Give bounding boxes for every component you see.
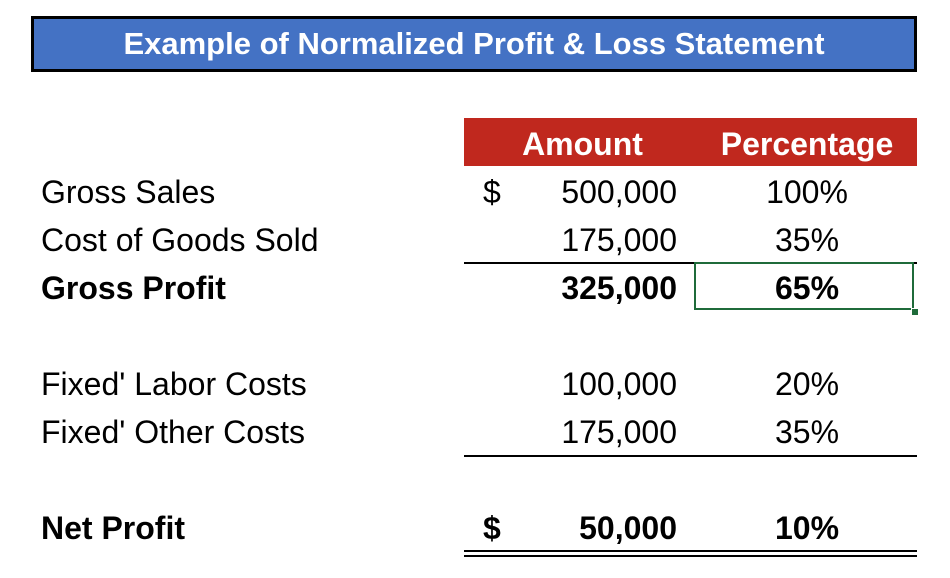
gross-profit-top-border [464, 262, 917, 264]
net-profit-percentage[interactable]: 10% [774, 510, 840, 546]
gross-profit-amount[interactable]: 325,000 [561, 270, 677, 306]
column-header-band [464, 118, 917, 166]
gross-sales-currency[interactable]: $ [483, 174, 501, 210]
gross-profit-label[interactable]: Gross Profit [41, 270, 226, 306]
gross-sales-amount[interactable]: 500,000 [561, 174, 677, 210]
percentage-column-header[interactable]: Percentage [720, 126, 894, 162]
gross-sales-percentage[interactable]: 100% [766, 174, 848, 210]
net-profit-label[interactable]: Net Profit [41, 510, 185, 546]
statement-title: Example of Normalized Profit & Loss Stat… [31, 16, 917, 72]
other-costs-amount[interactable]: 175,000 [561, 414, 677, 450]
net-profit-double-underline [464, 550, 917, 557]
cogs-percentage[interactable]: 35% [774, 222, 840, 258]
subtotal-border [464, 455, 917, 457]
fill-handle[interactable] [911, 308, 919, 316]
net-profit-amount[interactable]: 50,000 [579, 510, 677, 546]
cogs-amount[interactable]: 175,000 [561, 222, 677, 258]
labor-costs-percentage[interactable]: 20% [774, 366, 840, 402]
gross-profit-percentage[interactable]: 65% [774, 270, 840, 306]
active-cell-selection[interactable] [694, 262, 914, 310]
amount-column-header[interactable]: Amount [522, 126, 643, 162]
labor-costs-amount[interactable]: 100,000 [561, 366, 677, 402]
other-costs-label[interactable]: Fixed' Other Costs [41, 414, 305, 450]
gross-sales-label[interactable]: Gross Sales [41, 174, 216, 210]
cogs-label[interactable]: Cost of Goods Sold [41, 222, 319, 258]
other-costs-percentage[interactable]: 35% [774, 414, 840, 450]
labor-costs-label[interactable]: Fixed' Labor Costs [41, 366, 307, 402]
net-profit-currency[interactable]: $ [483, 510, 501, 546]
